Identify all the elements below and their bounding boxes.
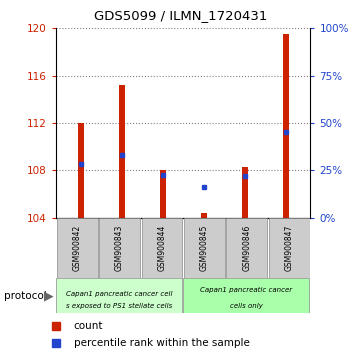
Text: protocol: protocol (4, 291, 46, 301)
Text: s exposed to PS1 stellate cells: s exposed to PS1 stellate cells (66, 303, 172, 309)
Text: GSM900843: GSM900843 (115, 224, 124, 271)
Bar (201, 213, 207, 218)
Text: GSM900847: GSM900847 (285, 224, 294, 271)
Bar (242, 167, 248, 218)
Bar (142, 218, 182, 278)
Bar (118, 85, 125, 218)
Text: cells only: cells only (230, 303, 262, 309)
Text: Capan1 pancreatic cancer: Capan1 pancreatic cancer (200, 287, 292, 293)
Text: ▶: ▶ (44, 289, 53, 302)
Text: GSM900845: GSM900845 (200, 224, 209, 271)
Bar (269, 218, 310, 278)
Text: GDS5099 / ILMN_1720431: GDS5099 / ILMN_1720431 (94, 9, 267, 22)
Text: GSM900846: GSM900846 (242, 224, 251, 271)
Bar (78, 123, 84, 218)
Text: count: count (74, 321, 103, 331)
Bar (226, 218, 267, 278)
Bar (184, 218, 225, 278)
Bar (283, 34, 289, 218)
Bar (56, 278, 182, 313)
Text: percentile rank within the sample: percentile rank within the sample (74, 338, 250, 348)
Bar (99, 218, 140, 278)
Bar (183, 278, 309, 313)
Text: GSM900842: GSM900842 (73, 225, 82, 271)
Bar (57, 218, 97, 278)
Text: Capan1 pancreatic cancer cell: Capan1 pancreatic cancer cell (65, 291, 172, 297)
Bar (160, 170, 166, 218)
Text: GSM900844: GSM900844 (157, 224, 166, 271)
